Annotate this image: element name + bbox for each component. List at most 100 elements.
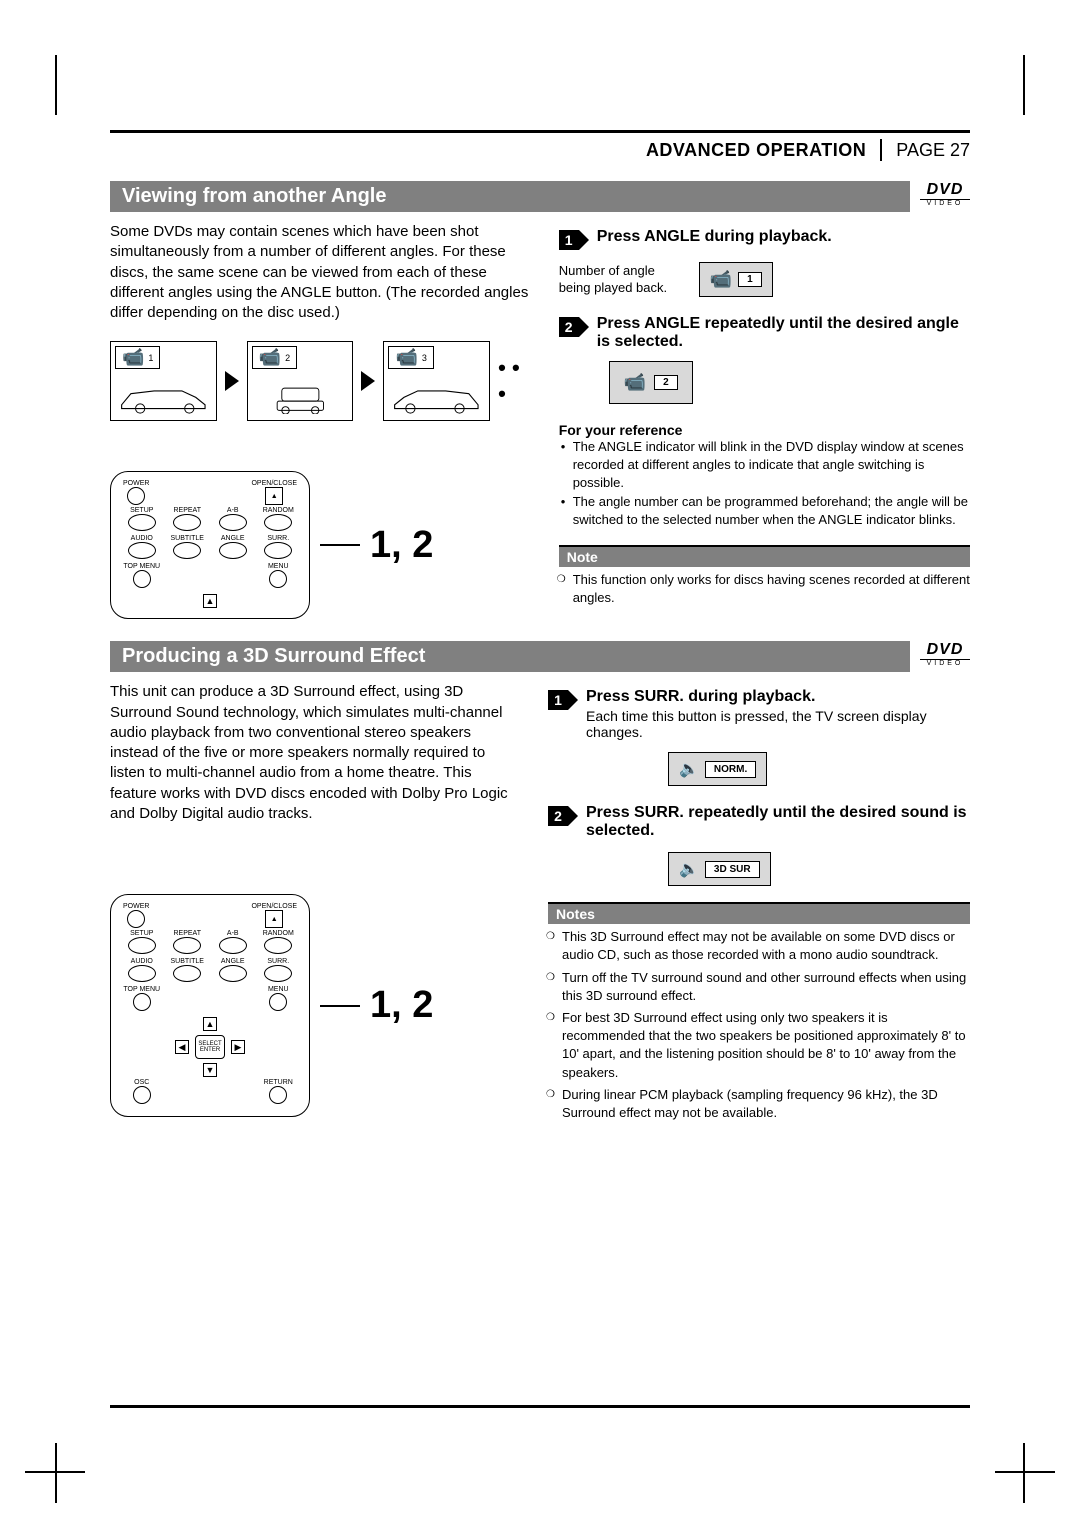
- remote-label-random: RANDOM: [256, 507, 302, 514]
- remote-label-power: POWER: [123, 903, 149, 910]
- remote-subtitle-button: [173, 542, 201, 559]
- camera-icon: 📹: [259, 347, 281, 368]
- camera-osd-icon: 📹: [710, 269, 732, 290]
- sec1-note1: This function only works for discs havin…: [573, 571, 970, 607]
- remote-menu-button: [269, 570, 287, 588]
- osd-norm-label: NORM.: [705, 761, 756, 778]
- remote-setup-button: [128, 937, 156, 954]
- header-divider: [880, 139, 882, 161]
- remote-diagram-1: POWER OPEN/CLOSE▲ SETUP REPEAT A-B RANDO…: [110, 471, 310, 619]
- car2-num: 2: [285, 353, 290, 363]
- arrow-right-icon: [225, 371, 239, 391]
- remote-subtitle-button: [173, 965, 201, 982]
- page-header: ADVANCED OPERATION PAGE 27: [110, 139, 970, 161]
- remote-open-button: ▲: [265, 910, 283, 928]
- crop-mark: [1023, 55, 1025, 115]
- section2-title: Producing a 3D Surround Effect: [110, 641, 910, 672]
- remote-power-button: [127, 487, 145, 505]
- ellipsis: • • •: [498, 355, 531, 407]
- remote-label-menu: MENU: [256, 563, 302, 570]
- remote-audio-button: [128, 965, 156, 982]
- header-rule: [110, 130, 970, 133]
- osd-angle-1: 📹 1: [699, 262, 773, 297]
- remote-label-open: OPEN/CLOSE: [251, 903, 297, 910]
- car-front-icon: [254, 377, 347, 414]
- remote-label-subtitle: SUBTITLE: [165, 535, 211, 542]
- remote-random-button: [264, 514, 292, 531]
- camera-osd-icon: 📹: [624, 372, 646, 393]
- speaker-icon: 🔈: [679, 759, 699, 779]
- remote-repeat-button: [173, 514, 201, 531]
- footer-rule: [110, 1405, 970, 1408]
- dvd-logo-bottom: VIDEO: [920, 659, 970, 667]
- osd1-num: 1: [738, 272, 762, 287]
- remote-label-ab: A-B: [210, 507, 256, 514]
- crop-mark: [55, 55, 57, 115]
- eject-icon: ▲: [271, 493, 278, 500]
- sec1-step1-caption: Number of angle being played back.: [559, 263, 679, 297]
- speaker-icon: 🔈: [679, 859, 699, 879]
- page-content: ADVANCED OPERATION PAGE 27 Viewing from …: [110, 130, 970, 1408]
- remote-label-ab: A-B: [210, 930, 256, 937]
- remote-label-osc: OSC: [119, 1079, 165, 1086]
- angle-illustration: 📹1 📹2: [110, 341, 531, 421]
- remote1-callout: 1, 2: [370, 524, 433, 567]
- step-arrow-icon: [568, 806, 578, 826]
- camera-icon: 📹: [122, 347, 144, 368]
- sec1-ref1: The ANGLE indicator will blink in the DV…: [573, 438, 970, 493]
- remote-power-button: [127, 910, 145, 928]
- remote-label-return: RETURN: [256, 1079, 302, 1086]
- crop-mark: [55, 1443, 57, 1503]
- step-number-2: 2: [548, 806, 568, 826]
- remote-menu-button: [269, 993, 287, 1011]
- sec2-note1: This 3D Surround effect may not be avail…: [562, 928, 970, 964]
- step-number-1: 1: [548, 690, 568, 710]
- header-page: PAGE 27: [896, 140, 970, 161]
- step-arrow-icon: [579, 317, 589, 337]
- remote-ab-button: [219, 514, 247, 531]
- step-number-1: 1: [559, 230, 579, 250]
- remote-diagram-2: POWER OPEN/CLOSE▲ SETUP REPEAT A-B RANDO…: [110, 894, 310, 1117]
- header-section: ADVANCED OPERATION: [646, 140, 866, 161]
- crop-mark: [1023, 1443, 1025, 1503]
- car-frame-3: 📹3: [383, 341, 490, 421]
- remote-topmenu-button: [133, 570, 151, 588]
- remote-label-random: RANDOM: [256, 930, 302, 937]
- camera-icon: 📹: [395, 347, 417, 368]
- remote-label-power: POWER: [123, 480, 149, 487]
- osd-3dsur: 🔈 3D SUR: [668, 852, 771, 886]
- sec1-ref-title: For your reference: [559, 422, 970, 438]
- remote-select-button: SELECT ENTER: [195, 1035, 225, 1059]
- remote-label-subtitle: SUBTITLE: [165, 958, 211, 965]
- osd2-num: 2: [654, 375, 678, 390]
- remote-label-repeat: REPEAT: [165, 930, 211, 937]
- dvd-logo: DVD VIDEO: [920, 641, 970, 667]
- osd-angle-2: 📹 2: [609, 361, 693, 404]
- section2-intro: This unit can produce a 3D Surround effe…: [110, 682, 520, 824]
- car-frame-2: 📹2: [247, 341, 354, 421]
- crop-mark: [25, 1471, 85, 1473]
- step-number-2: 2: [559, 317, 579, 337]
- section1-title: Viewing from another Angle: [110, 181, 910, 212]
- remote-label-audio: AUDIO: [119, 958, 165, 965]
- car-side2-icon: [390, 377, 483, 414]
- remote-random-button: [264, 937, 292, 954]
- sec2-note4: During linear PCM playback (sampling fre…: [562, 1086, 970, 1122]
- remote-label-menu: MENU: [256, 986, 302, 993]
- remote-surr-button: [264, 965, 292, 982]
- remote-label-setup: SETUP: [119, 930, 165, 937]
- remote-repeat-button: [173, 937, 201, 954]
- remote-label-repeat: REPEAT: [165, 507, 211, 514]
- remote2-callout: 1, 2: [370, 984, 433, 1027]
- sec2-step2: Press SURR. repeatedly until the desired…: [586, 804, 970, 840]
- remote-label-angle: ANGLE: [210, 958, 256, 965]
- remote-label-audio: AUDIO: [119, 535, 165, 542]
- remote-label-topmenu: TOP MENU: [119, 563, 165, 570]
- remote-audio-button: [128, 542, 156, 559]
- sec1-step2: Press ANGLE repeatedly until the desired…: [597, 315, 970, 351]
- sec1-ref2: The angle number can be programmed befor…: [573, 493, 970, 529]
- remote-up-button: ▲: [203, 1017, 217, 1031]
- remote-surr-button: [264, 542, 292, 559]
- sec1-step1: Press ANGLE during playback.: [597, 228, 832, 246]
- remote-return-button: [269, 1086, 287, 1104]
